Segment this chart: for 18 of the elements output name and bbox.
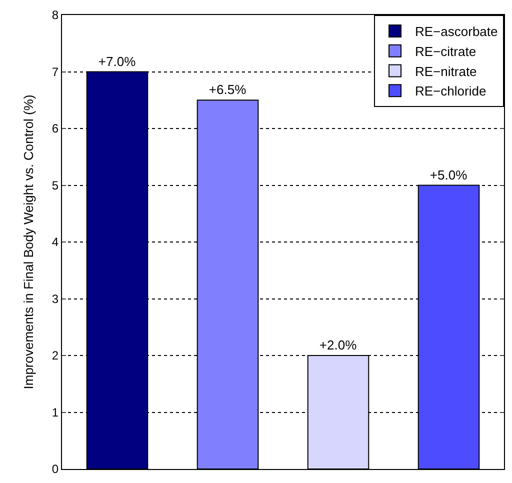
y-tick-label: 7 xyxy=(52,64,59,79)
data-label: +5.0% xyxy=(430,167,468,182)
y-tick-label: 1 xyxy=(52,405,59,420)
legend-label: RE−chloride xyxy=(415,84,486,99)
data-label: +6.5% xyxy=(208,82,247,98)
y-tick-label: 3 xyxy=(52,292,59,306)
y-tick-label: 6 xyxy=(52,122,59,136)
y-tick-label: 5 xyxy=(52,178,59,192)
y-axis-title: Improvements in Final Body Weight vs. Control (%) xyxy=(20,94,36,390)
y-tick-label: 2 xyxy=(52,348,59,363)
legend-label: RE−citrate xyxy=(415,44,476,59)
data-label: +7.0% xyxy=(98,54,136,69)
legend-label: RE−nitrate xyxy=(415,64,477,79)
y-tick-label: 4 xyxy=(52,235,59,250)
y-tick-label: 8 xyxy=(52,8,59,22)
data-label: +2.0% xyxy=(319,338,358,352)
legend-label: RE−ascorbate xyxy=(415,24,498,40)
y-tick-label: 0 xyxy=(52,462,59,476)
